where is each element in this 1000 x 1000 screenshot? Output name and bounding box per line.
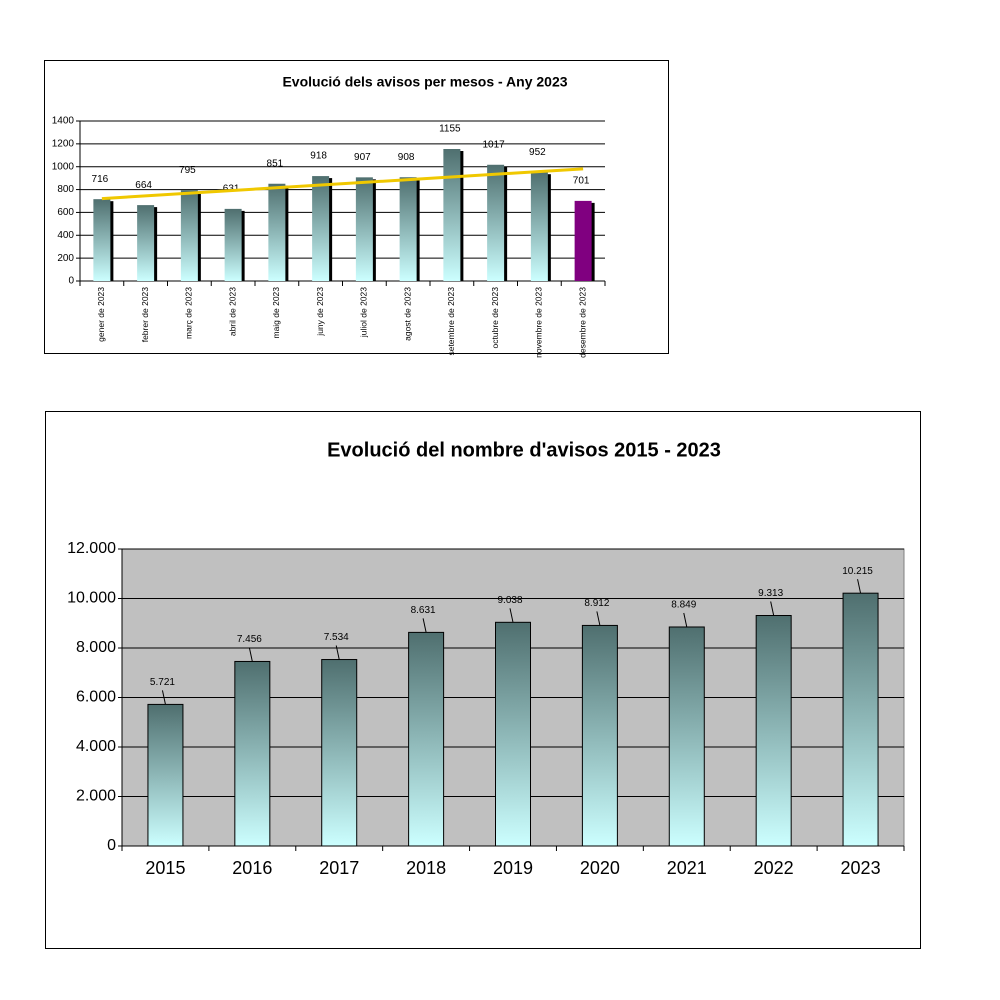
value-label: 8.849 [671, 600, 696, 611]
leader-line [335, 645, 340, 660]
chart-title: Evolució dels avisos per mesos - Any 202… [282, 74, 567, 90]
bar [530, 172, 548, 281]
bar [234, 660, 271, 847]
value-label: 7.456 [237, 634, 262, 645]
value-label: 795 [179, 165, 196, 176]
value-label: 9.038 [497, 595, 522, 606]
y-tick-label: 12.000 [67, 540, 116, 557]
y-tick-label: 4.000 [76, 738, 116, 755]
bar [93, 199, 111, 281]
x-tick-label: 2021 [667, 858, 707, 878]
value-label: 908 [398, 152, 415, 163]
value-label: 8.912 [584, 598, 609, 609]
value-label: 631 [223, 184, 240, 195]
leader-line [857, 579, 862, 594]
x-tick-label: 2020 [580, 858, 620, 878]
y-tick-label: 0 [68, 276, 74, 287]
y-tick-label: 800 [57, 184, 74, 195]
leader-line [248, 647, 253, 662]
bar [224, 208, 242, 281]
leader-line [161, 690, 166, 705]
y-tick-label: 6.000 [76, 689, 116, 706]
bar [355, 177, 373, 281]
bar [399, 177, 417, 281]
x-tick-label: octubre de 2023 [490, 287, 500, 349]
bar [147, 703, 184, 847]
leader-line [509, 608, 514, 623]
value-label: 9.313 [758, 588, 783, 599]
y-tick-label: 600 [57, 207, 74, 218]
x-tick-label: 2023 [841, 858, 881, 878]
bar [755, 615, 792, 847]
leader-line [422, 618, 427, 633]
x-tick-label: gener de 2023 [96, 287, 106, 342]
bar [668, 626, 705, 847]
x-tick-label: 2022 [754, 858, 794, 878]
plot-area [80, 121, 605, 281]
y-tick-label: 1400 [52, 116, 75, 127]
x-tick-label: desembre de 2023 [577, 287, 587, 358]
value-label: 701 [573, 176, 590, 187]
value-label: 7.534 [324, 632, 349, 643]
value-label: 918 [310, 151, 327, 162]
y-tick-label: 10.000 [67, 590, 116, 607]
chart-title: Evolució del nombre d'avisos 2015 - 2023 [327, 439, 721, 461]
x-tick-label: setembre de 2023 [446, 287, 456, 356]
bar [268, 183, 286, 281]
bar [321, 659, 358, 847]
leader-line [596, 611, 601, 626]
bar [581, 624, 618, 847]
y-tick-label: 2.000 [76, 788, 116, 805]
x-tick-label: juny de 2023 [315, 287, 325, 337]
y-tick-label: 8.000 [76, 639, 116, 656]
bar [408, 631, 445, 847]
value-label: 664 [135, 180, 152, 191]
value-label: 851 [267, 158, 284, 169]
bar [574, 200, 592, 281]
x-tick-label: maig de 2023 [271, 287, 281, 339]
x-tick-label: març de 2023 [184, 287, 194, 339]
value-label: 1155 [439, 124, 461, 135]
x-tick-label: 2019 [493, 858, 533, 878]
y-tick-label: 1200 [52, 138, 75, 149]
value-label: 1017 [483, 139, 506, 150]
bar [137, 205, 155, 281]
y-tick-label: 0 [107, 837, 116, 854]
x-tick-label: novembre de 2023 [534, 287, 544, 358]
y-tick-label: 200 [57, 253, 74, 264]
trendline [101, 167, 584, 201]
x-tick-label: agost de 2023 [402, 287, 412, 341]
value-label: 716 [92, 174, 109, 185]
value-label: 952 [529, 147, 546, 158]
value-label: 5.721 [150, 677, 175, 688]
x-tick-label: 2017 [319, 858, 359, 878]
y-tick-label: 1000 [52, 161, 75, 172]
leader-line [770, 601, 775, 616]
bar [487, 164, 505, 281]
value-label: 8.631 [411, 605, 436, 616]
value-label: 907 [354, 152, 371, 163]
bar [312, 176, 330, 281]
x-tick-label: 2015 [145, 858, 185, 878]
x-tick-label: juliol de 2023 [359, 287, 369, 338]
x-tick-label: febrer de 2023 [140, 287, 150, 343]
y-tick-label: 400 [57, 230, 74, 241]
x-tick-label: 2016 [232, 858, 272, 878]
bar [495, 621, 531, 847]
bar [842, 592, 879, 847]
x-tick-label: 2018 [406, 858, 446, 878]
x-tick-label: abril de 2023 [227, 287, 237, 336]
bar [443, 149, 461, 281]
leader-line [683, 612, 688, 628]
value-label: 10.215 [842, 566, 873, 577]
bar [180, 190, 198, 281]
